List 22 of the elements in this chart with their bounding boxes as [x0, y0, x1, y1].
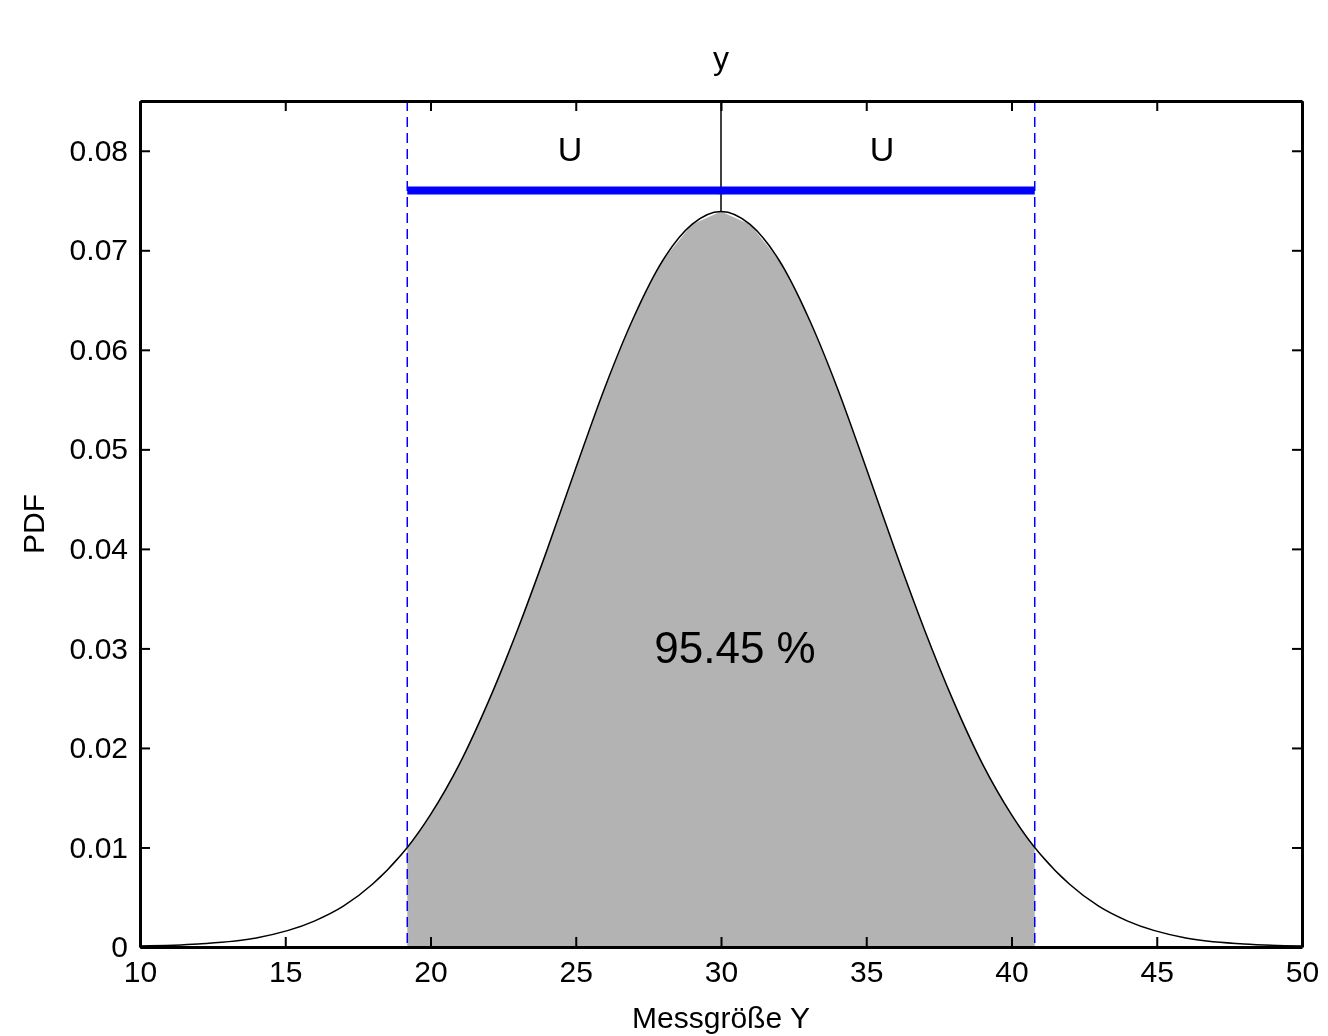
x-tick-label: 20 — [414, 955, 448, 989]
annotation: 95.45 % — [654, 622, 816, 672]
y-tick-label: 0.01 — [69, 830, 128, 864]
annotation: U — [869, 129, 895, 168]
x-tick-label: 25 — [559, 955, 593, 989]
x-tick-label: 45 — [1140, 955, 1174, 989]
annotation: U — [557, 129, 583, 168]
y-tick-label: 0.06 — [69, 332, 128, 366]
y-tick-label: 0.02 — [69, 731, 128, 765]
chart-title: y — [713, 40, 729, 76]
y-tick-label: 0.08 — [69, 133, 128, 167]
y-tick-label: 0.04 — [69, 531, 128, 565]
y-axis-title: PDF — [17, 494, 50, 554]
x-tick-label: 30 — [704, 955, 739, 989]
x-tick-label: 40 — [995, 955, 1029, 989]
x-axis-title: Messgröße Y — [632, 1001, 810, 1034]
y-tick-label: 0.03 — [69, 631, 128, 665]
x-tick-label: 15 — [269, 955, 303, 989]
y-tick-label: 0.05 — [69, 432, 128, 466]
x-tick-label: 50 — [1285, 955, 1320, 989]
x-tick-label: 35 — [850, 955, 884, 989]
y-tick-label: 0.07 — [69, 233, 128, 267]
